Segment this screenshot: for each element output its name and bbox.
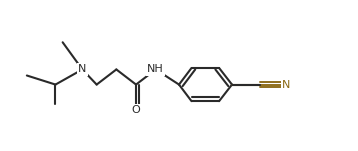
Text: N: N [78, 64, 87, 74]
Text: N: N [282, 80, 291, 90]
Text: NH: NH [147, 64, 164, 74]
Text: O: O [132, 105, 140, 115]
